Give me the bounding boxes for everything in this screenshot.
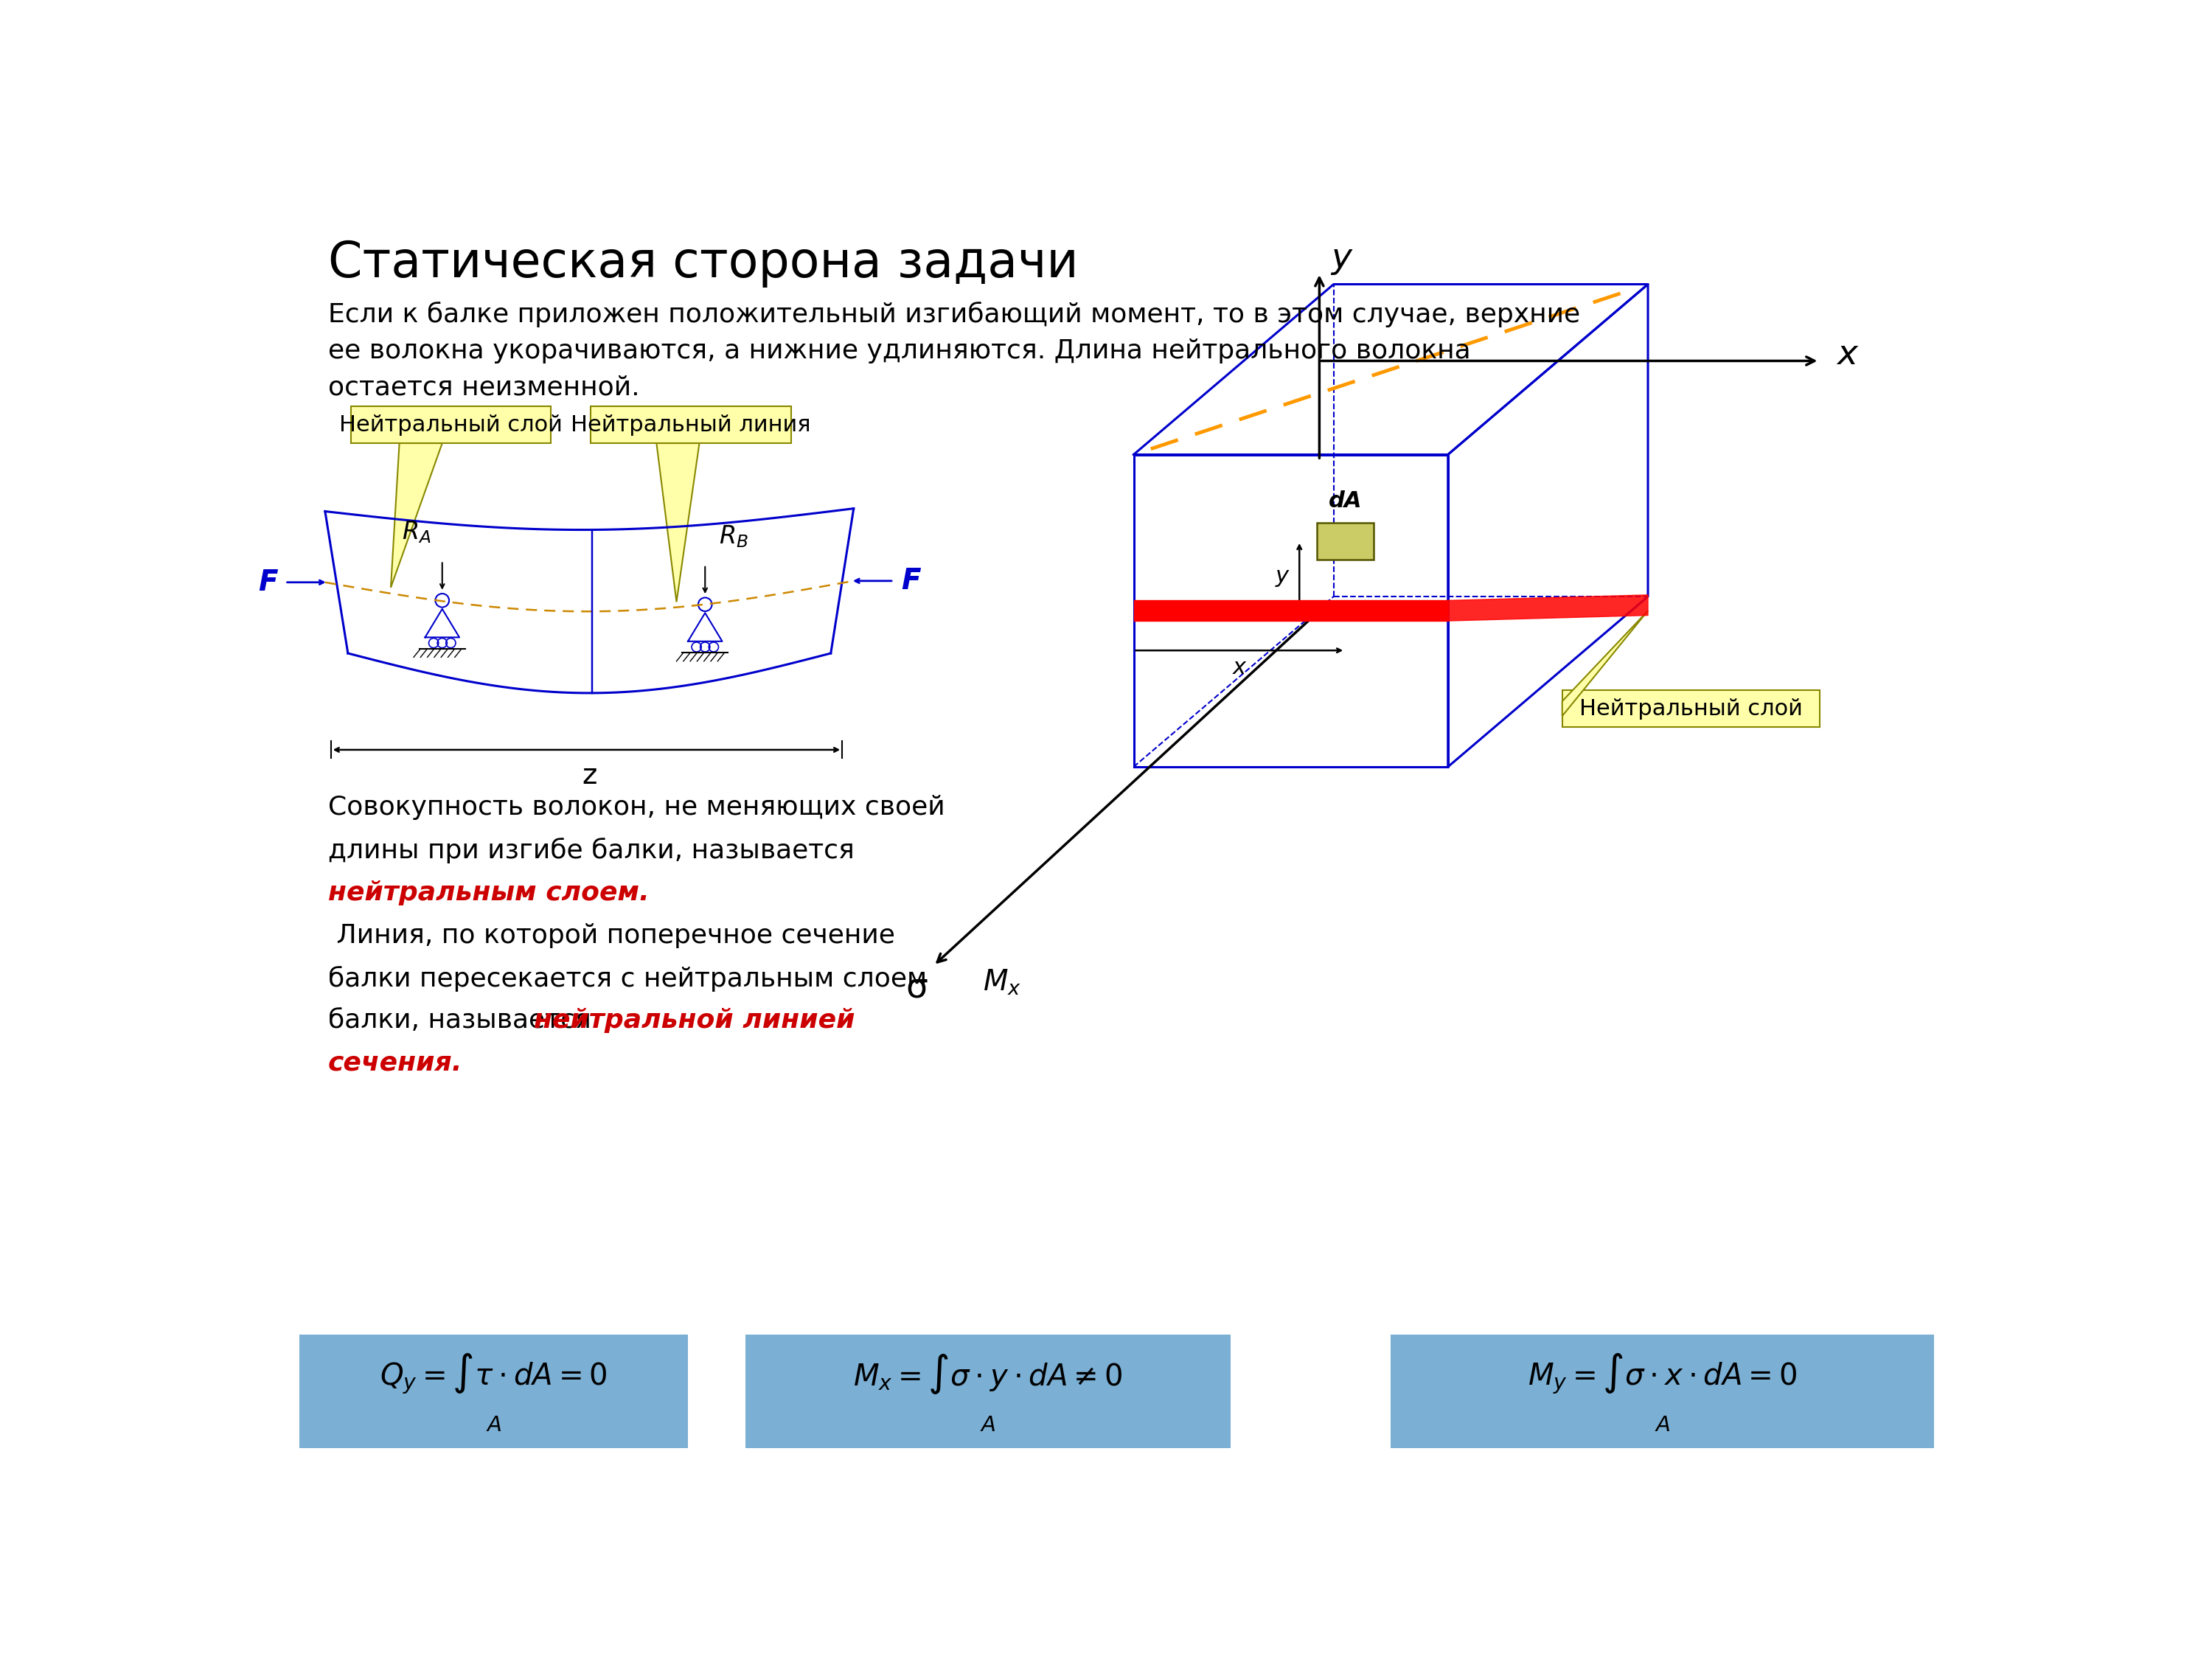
Text: $M_y = \int \sigma \cdot x \cdot dA = 0$: $M_y = \int \sigma \cdot x \cdot dA = 0$	[1528, 1352, 1796, 1397]
FancyBboxPatch shape	[1562, 690, 1818, 727]
Text: $Q_y = \int \tau \cdot dA = 0$: $Q_y = \int \tau \cdot dA = 0$	[380, 1352, 608, 1397]
Text: Линия, по которой поперечное сечение: Линия, по которой поперечное сечение	[327, 922, 896, 947]
Text: нейтральной линией: нейтральной линией	[533, 1009, 854, 1034]
Text: балки пересекается с нейтральным слоем: балки пересекается с нейтральным слоем	[327, 966, 927, 992]
Text: Нейтральный слой: Нейтральный слой	[1579, 698, 1803, 720]
Text: остается неизменной.: остается неизменной.	[327, 375, 639, 400]
Text: σ: σ	[905, 972, 927, 1005]
Text: балки, называется: балки, называется	[327, 1009, 599, 1034]
Text: длины при изгибе балки, называется: длины при изгибе балки, называется	[327, 838, 854, 864]
Polygon shape	[392, 443, 442, 587]
Text: $A$: $A$	[1655, 1415, 1670, 1435]
Text: Совокупность волокон, не меняющих своей: Совокупность волокон, не меняющих своей	[327, 795, 945, 820]
Text: нейтральным слоем.: нейтральным слоем.	[327, 881, 650, 906]
FancyBboxPatch shape	[352, 406, 551, 443]
Text: ее волокна укорачиваются, а нижние удлиняются. Длина нейтрального волокна: ее волокна укорачиваются, а нижние удлин…	[327, 338, 1471, 363]
Text: $A$: $A$	[487, 1415, 502, 1435]
Text: Нейтральный слой: Нейтральный слой	[338, 415, 562, 435]
Text: x: x	[1836, 338, 1858, 372]
Text: F: F	[259, 569, 279, 596]
Text: $A$: $A$	[980, 1415, 995, 1435]
FancyBboxPatch shape	[1316, 523, 1374, 559]
Text: Если к балке приложен положительный изгибающий момент, то в этом случае, верхние: Если к балке приложен положительный изги…	[327, 302, 1579, 327]
FancyBboxPatch shape	[1391, 1334, 1933, 1448]
Text: Нейтральный линия: Нейтральный линия	[571, 415, 812, 435]
FancyBboxPatch shape	[299, 1334, 688, 1448]
Text: сечения.: сечения.	[327, 1050, 462, 1075]
Text: $M_x$: $M_x$	[982, 969, 1022, 997]
FancyBboxPatch shape	[745, 1334, 1230, 1448]
FancyBboxPatch shape	[591, 406, 792, 443]
Text: F: F	[900, 567, 920, 596]
Text: y: y	[1276, 566, 1290, 587]
Text: dA: dA	[1327, 489, 1363, 511]
Text: x: x	[1232, 657, 1245, 679]
Text: $M_x = \int \sigma \cdot y \cdot dA \neq 0$: $M_x = \int \sigma \cdot y \cdot dA \neq…	[854, 1352, 1121, 1397]
Text: $R_B$: $R_B$	[719, 524, 748, 549]
Text: z: z	[582, 761, 597, 790]
Polygon shape	[1449, 596, 1648, 620]
Polygon shape	[657, 443, 699, 602]
Text: y: y	[1332, 242, 1352, 275]
Polygon shape	[1562, 611, 1648, 717]
Text: Статическая сторона задачи: Статическая сторона задачи	[327, 239, 1077, 287]
Text: $R_A$: $R_A$	[403, 519, 431, 546]
